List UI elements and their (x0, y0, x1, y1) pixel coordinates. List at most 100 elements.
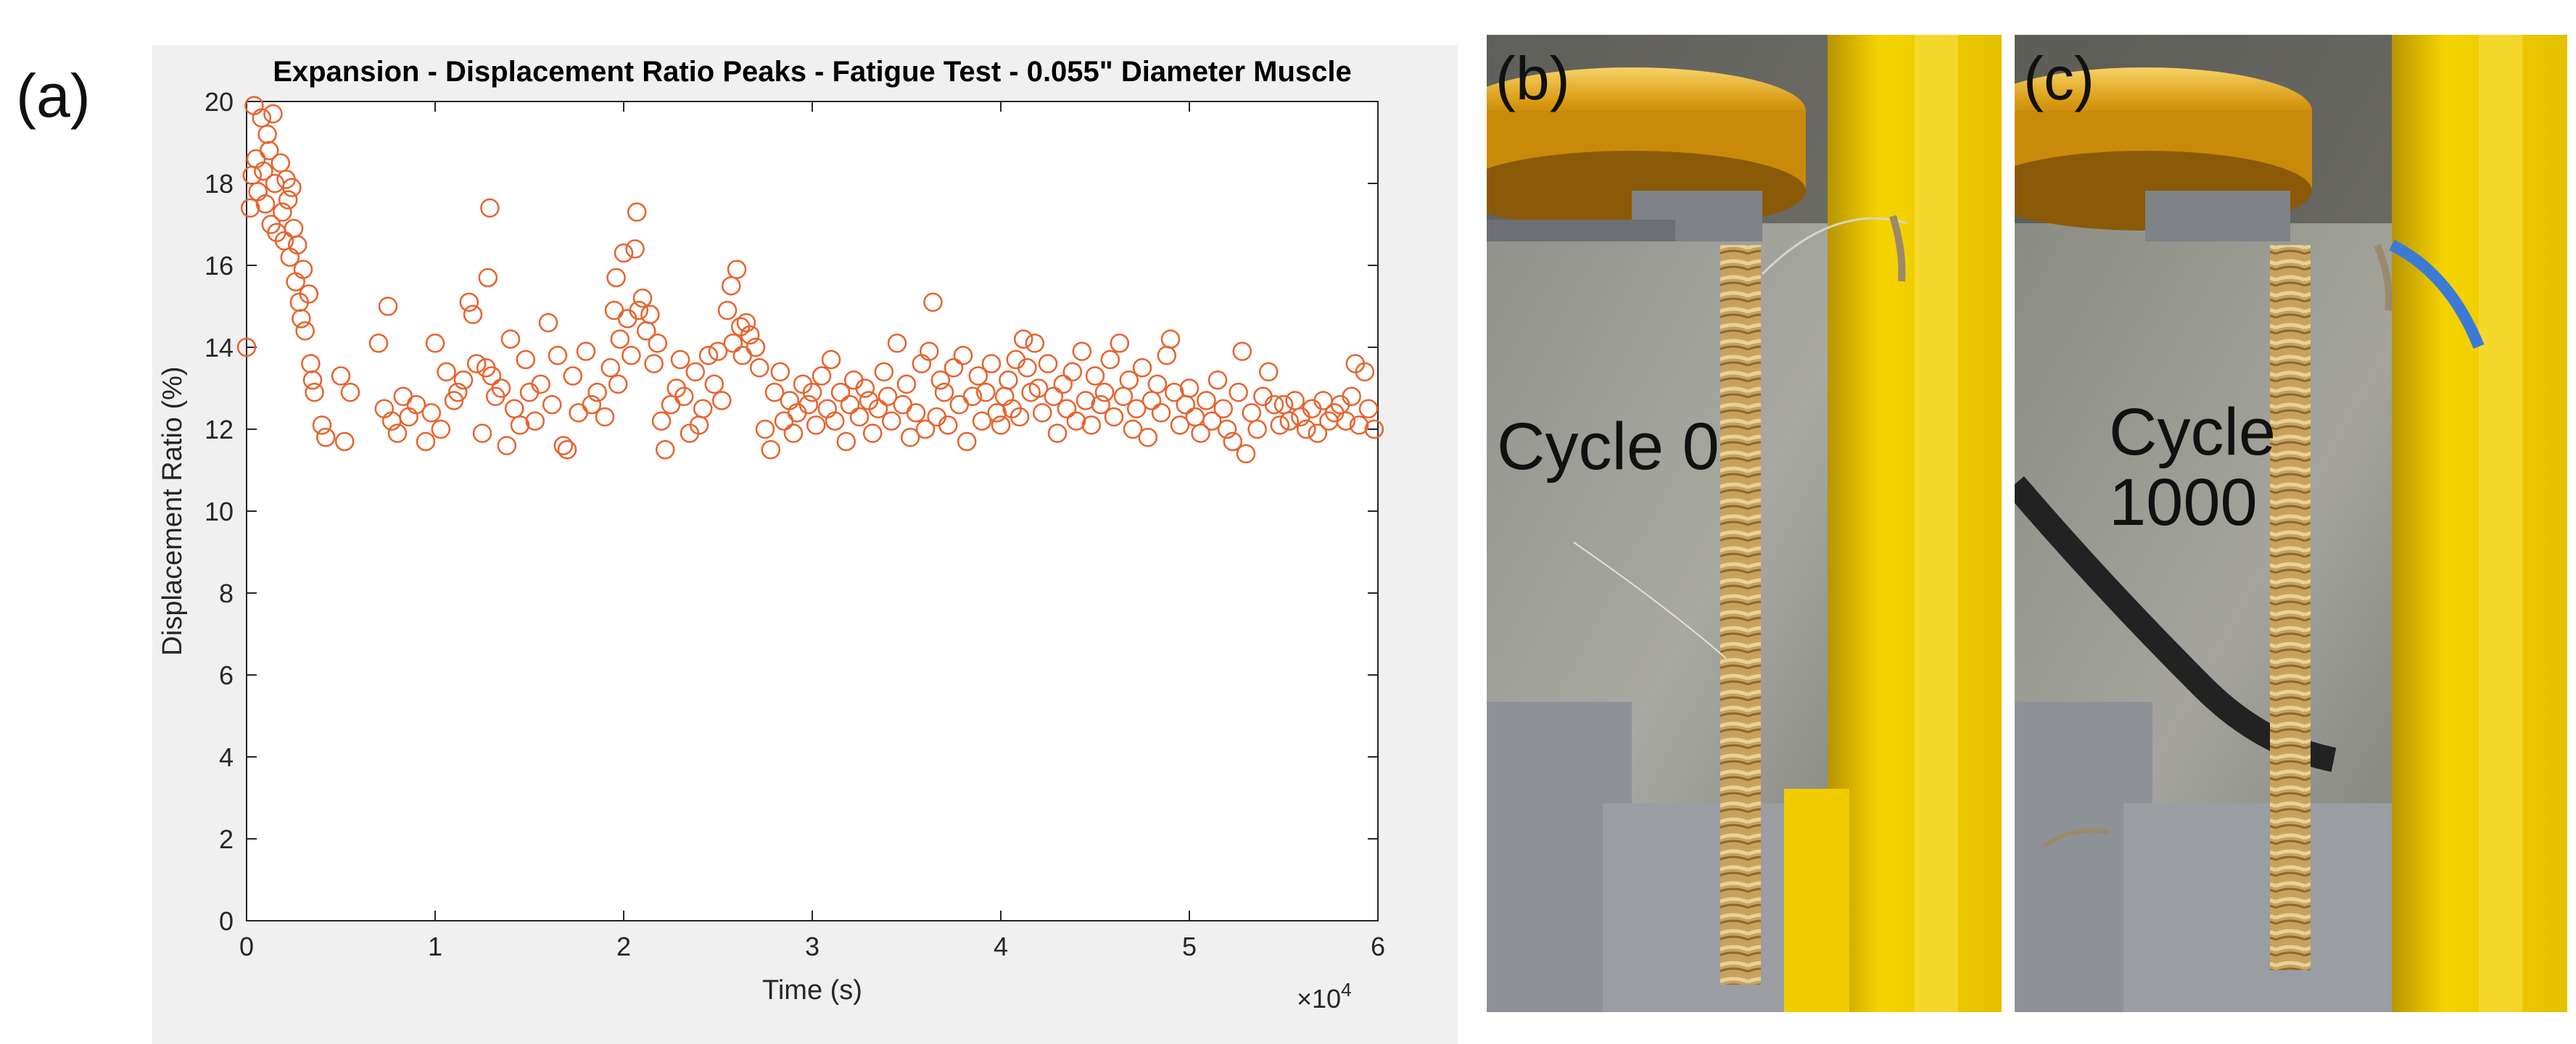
data-point (431, 419, 451, 439)
data-point (723, 334, 743, 353)
panel-label-a: (a) (16, 62, 91, 130)
data-point (849, 407, 870, 427)
data-point (953, 346, 973, 365)
data-point (1258, 362, 1279, 382)
data-point (368, 334, 389, 353)
data-point (944, 358, 964, 378)
data-point (972, 411, 992, 431)
data-point (1279, 411, 1300, 431)
data-point (510, 415, 530, 435)
y-tick-label: 8 (219, 579, 234, 608)
scatter-chart: Expansion - Displacement Ratio Peaks - F… (152, 45, 1458, 1044)
panel-label-c: (c) (2023, 44, 2094, 112)
data-point (1232, 341, 1252, 361)
data-point (587, 382, 607, 402)
y-tick-label: 0 (219, 906, 234, 936)
data-point (1264, 394, 1284, 415)
data-point (934, 382, 954, 402)
data-point (315, 428, 336, 447)
data-point (698, 346, 719, 365)
cycle-0-caption: Cycle 0 (1497, 410, 1720, 484)
data-point (610, 329, 630, 349)
data-point (1119, 370, 1139, 390)
data-point (708, 341, 728, 361)
y-axis: 0 2 4 6 8 10 12 14 16 18 20 (205, 87, 1378, 936)
data-point (991, 415, 1011, 435)
chart-title: Expansion - Displacement Ratio Peaks - F… (273, 56, 1352, 88)
data-point (1062, 362, 1083, 382)
data-point (614, 243, 634, 263)
data-point (1100, 349, 1120, 370)
data-point (975, 382, 996, 402)
data-point (632, 288, 653, 308)
data-point (761, 440, 781, 460)
data-point (1170, 415, 1190, 435)
data-point (1151, 403, 1171, 423)
data-point (740, 325, 760, 345)
data-point (416, 431, 436, 452)
data-point (987, 403, 1007, 423)
x-tick-label: 3 (805, 932, 820, 961)
data-point (1229, 382, 1248, 402)
data-point (1044, 386, 1064, 407)
data-point (1057, 399, 1077, 418)
data-point (1025, 334, 1045, 353)
data-point (981, 354, 1002, 373)
data-point (717, 300, 738, 320)
data-point (906, 403, 926, 423)
data-point (453, 370, 474, 390)
data-point (312, 415, 332, 435)
x-tick-label: 5 (1182, 932, 1197, 961)
data-point (1123, 419, 1143, 439)
data-point (582, 394, 602, 415)
y-tick-label: 6 (219, 660, 234, 690)
data-point (273, 202, 292, 222)
data-point (255, 194, 276, 214)
data-point (674, 386, 694, 407)
data-point (1358, 399, 1379, 418)
data-point (1132, 358, 1152, 378)
data-point (542, 394, 562, 415)
data-point (406, 394, 426, 415)
data-point (1208, 370, 1228, 390)
x-tick-label: 4 (994, 932, 1008, 961)
data-point (881, 411, 901, 431)
data-point (378, 297, 398, 316)
data-point (938, 415, 958, 435)
data-point (576, 341, 596, 361)
data-point (1081, 415, 1102, 435)
data-point (387, 423, 408, 443)
data-point (783, 423, 804, 443)
data-point (622, 346, 641, 365)
data-point (821, 349, 841, 370)
data-point (538, 312, 558, 333)
data-point (600, 358, 621, 378)
data-point (711, 391, 732, 410)
data-point (299, 284, 319, 304)
data-point (334, 431, 355, 452)
data-point (685, 362, 706, 382)
data-point (957, 431, 977, 452)
data-point (466, 354, 487, 373)
data-point (1191, 423, 1210, 443)
data-point (1085, 366, 1105, 386)
x-axis-label: Time (s) (762, 975, 862, 1006)
x-multiplier-exponent: 4 (1341, 979, 1351, 1000)
data-point (1336, 411, 1356, 431)
data-point (459, 292, 479, 312)
muscle-coil (2270, 245, 2311, 970)
data-point (516, 349, 536, 370)
y-tick-label: 4 (219, 742, 234, 772)
y-axis-label: Displacement Ratio (%) (157, 366, 188, 655)
data-point (798, 394, 819, 415)
data-point (1104, 407, 1124, 427)
data-point (1213, 399, 1234, 418)
data-point (548, 346, 568, 365)
data-point (1013, 329, 1033, 349)
data-point (840, 394, 860, 415)
data-point (437, 362, 456, 382)
data-point (421, 403, 442, 423)
data-point (302, 370, 323, 390)
data-point (482, 366, 502, 386)
data-point (1247, 419, 1267, 439)
